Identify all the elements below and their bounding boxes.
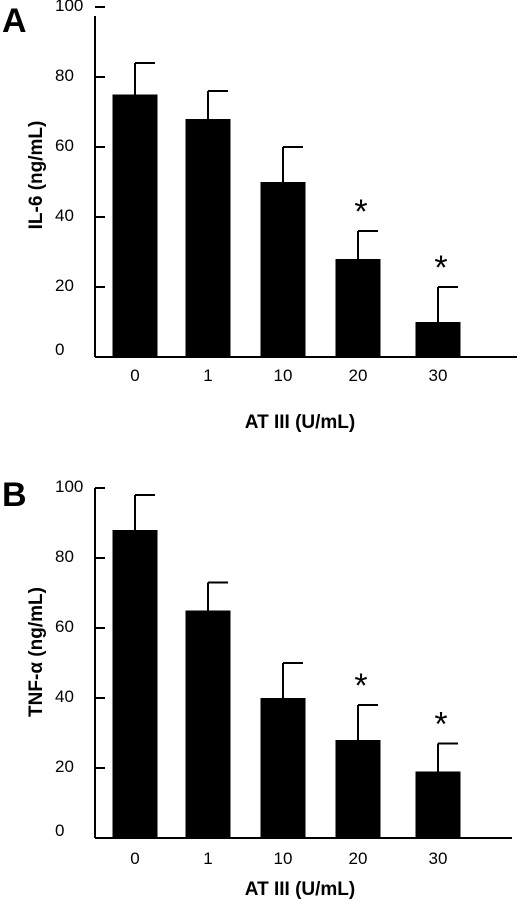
panel-a-significance-marker: * xyxy=(434,249,447,287)
panel-a-y-tick-label: 80 xyxy=(55,66,74,85)
panel-b-x-tick-label: 20 xyxy=(349,849,368,868)
panel-a: A IL-6 (ng/mL) AT III (U/mL) 02040608010… xyxy=(2,0,517,433)
panel-a-bar-1 xyxy=(185,119,231,357)
panel-a-y-tick-label: 0 xyxy=(55,340,64,359)
panel-b-y-tick-label: 20 xyxy=(55,757,74,776)
panel-b-y-tick-label: 40 xyxy=(55,687,74,706)
panel-b-significance-marker: * xyxy=(434,706,447,744)
panel-b-y-tick-label: 0 xyxy=(55,821,64,840)
panel-a-x-tick-label: 0 xyxy=(130,366,139,385)
panel-a-y-tick-label: 20 xyxy=(55,276,74,295)
panel-b-y-tick-label: 60 xyxy=(55,617,74,636)
panel-b-letter: B xyxy=(2,476,27,514)
panel-b-y-tick-label: 100 xyxy=(55,477,83,496)
panel-b-x-tick-label: 30 xyxy=(429,849,448,868)
panel-a-significance-marker: * xyxy=(354,193,367,231)
panel-b-bar-20 xyxy=(335,740,381,838)
panel-b-bar-0 xyxy=(112,530,158,838)
panel-b-x-tick-label: 10 xyxy=(274,849,293,868)
panel-b-x-tick-label: 0 xyxy=(130,849,139,868)
panel-a-letter: A xyxy=(2,2,27,40)
panel-a-x-tick-label: 30 xyxy=(429,366,448,385)
panel-a-bar-30 xyxy=(415,322,461,357)
panel-a-x-tick-label: 1 xyxy=(203,366,212,385)
panel-a-bar-0 xyxy=(112,94,158,357)
panel-b-bar-10 xyxy=(260,698,306,838)
panel-a-x-tick-label: 10 xyxy=(274,366,293,385)
panel-a-y-axis-label: IL-6 (ng/mL) xyxy=(26,121,47,230)
panel-a-y-tick-label: 60 xyxy=(55,136,74,155)
panel-b: B TNF-α (ng/mL) AT III (U/mL) 0 20 40 60 80 1… xyxy=(2,476,512,900)
panel-b-x-axis-label: AT III (U/mL) xyxy=(245,879,355,900)
panel-b-y-axis-label: TNF-α (ng/mL) xyxy=(26,587,47,717)
panel-b-bar-1 xyxy=(185,610,231,838)
panel-b-y-tick-label: 80 xyxy=(55,547,74,566)
panel-b-x-tick-label: 1 xyxy=(203,849,212,868)
panel-a-y-tick-label: 40 xyxy=(55,206,74,225)
panel-a-bar-20 xyxy=(335,259,381,357)
panel-a-x-axis-label: AT III (U/mL) xyxy=(245,412,355,433)
panel-b-significance-marker: * xyxy=(354,667,367,705)
panel-a-bar-10 xyxy=(260,182,306,357)
panel-a-x-tick-label: 20 xyxy=(349,366,368,385)
panel-a-y-tick-label: 100 xyxy=(55,0,83,15)
panel-b-bar-30 xyxy=(415,771,461,838)
